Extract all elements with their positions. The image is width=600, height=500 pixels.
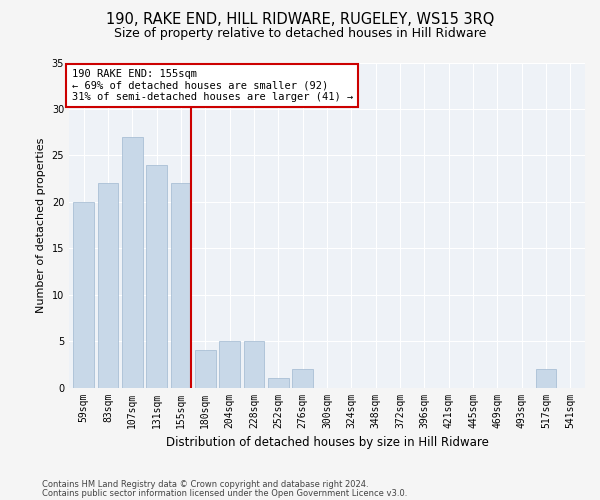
- Text: Size of property relative to detached houses in Hill Ridware: Size of property relative to detached ho…: [114, 28, 486, 40]
- Text: Contains HM Land Registry data © Crown copyright and database right 2024.: Contains HM Land Registry data © Crown c…: [42, 480, 368, 489]
- Bar: [170, 183, 191, 388]
- Bar: [536, 369, 556, 388]
- X-axis label: Distribution of detached houses by size in Hill Ridware: Distribution of detached houses by size …: [166, 436, 488, 449]
- Bar: [244, 341, 265, 388]
- Bar: [195, 350, 215, 388]
- Text: 190 RAKE END: 155sqm
← 69% of detached houses are smaller (92)
31% of semi-detac: 190 RAKE END: 155sqm ← 69% of detached h…: [71, 69, 353, 102]
- Bar: [146, 164, 167, 388]
- Bar: [122, 137, 143, 388]
- Bar: [73, 202, 94, 388]
- Bar: [98, 183, 118, 388]
- Bar: [268, 378, 289, 388]
- Y-axis label: Number of detached properties: Number of detached properties: [36, 138, 46, 312]
- Bar: [292, 369, 313, 388]
- Text: Contains public sector information licensed under the Open Government Licence v3: Contains public sector information licen…: [42, 488, 407, 498]
- Text: 190, RAKE END, HILL RIDWARE, RUGELEY, WS15 3RQ: 190, RAKE END, HILL RIDWARE, RUGELEY, WS…: [106, 12, 494, 28]
- Bar: [219, 341, 240, 388]
